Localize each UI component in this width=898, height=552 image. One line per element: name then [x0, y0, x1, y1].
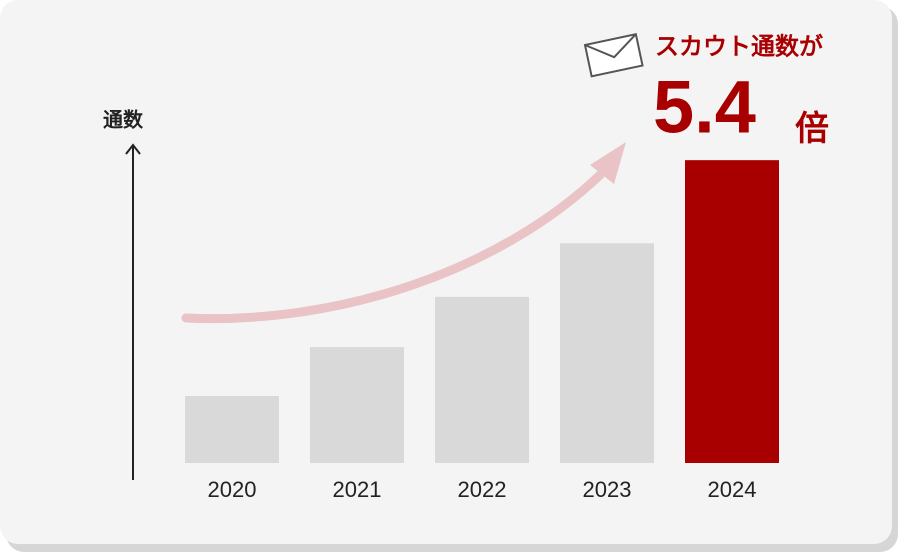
x-tick-label: 2024 [708, 477, 757, 502]
annotation-multiplier: 5.4 [653, 66, 756, 149]
bar [435, 296, 529, 463]
bar [560, 243, 654, 463]
x-tick-label: 2021 [333, 477, 382, 502]
annotation-unit: 倍 [795, 110, 829, 148]
bar [685, 160, 779, 463]
x-tick-label: 2023 [583, 477, 632, 502]
y-axis-label: 通数 [103, 107, 144, 131]
annotation-text: スカウト通数が [655, 32, 823, 60]
y-axis-arrow [125, 143, 141, 155]
bar [185, 396, 279, 463]
trend-arrow [181, 170, 605, 324]
envelope-icon [583, 33, 644, 78]
trend-arrow-head [590, 142, 626, 184]
x-tick-label: 2022 [458, 477, 507, 502]
bar [310, 347, 404, 463]
x-tick-label: 2020 [208, 477, 257, 502]
